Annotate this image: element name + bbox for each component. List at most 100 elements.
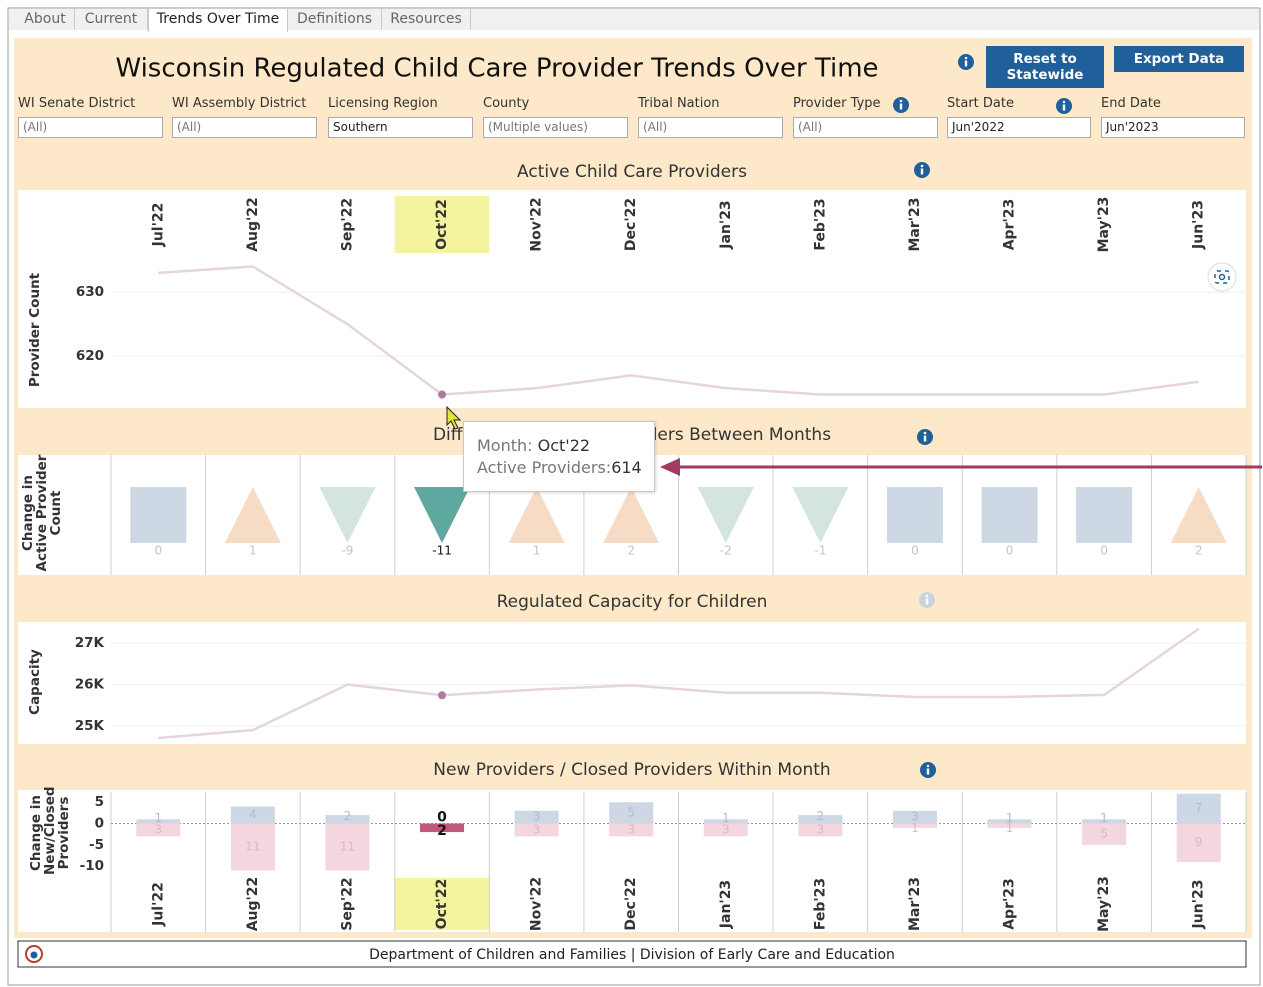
filter-input[interactable]: (Multiple values) [483, 117, 628, 138]
x-tick-label: Nov'22 [529, 877, 545, 931]
filter-label: WI Assembly District [172, 96, 307, 111]
bar [514, 810, 559, 824]
y-axis-label: Capacity [27, 649, 43, 715]
square-mark [886, 487, 943, 543]
bar [987, 823, 1032, 828]
bar [987, 819, 1032, 824]
filter-input[interactable]: (All) [18, 117, 163, 138]
data-label: 2 [627, 544, 635, 558]
x-tick-label: Dec'22 [623, 198, 639, 251]
x-tick-label: Jun'23 [1191, 880, 1207, 930]
info-icon-bar [964, 60, 968, 67]
y-tick-label: 27K [75, 635, 105, 651]
data-label: 3 [911, 810, 919, 824]
filter-label: Start Date [947, 96, 1014, 111]
tab[interactable]: Trends Over Time [148, 9, 288, 32]
bar [420, 823, 465, 833]
dashboard-title: Wisconsin Regulated Child Care Provider … [115, 54, 878, 84]
x-tick-label: Jul'22 [150, 882, 166, 927]
bar [230, 823, 275, 871]
data-label: 2 [1195, 544, 1203, 558]
chart-panel [18, 622, 1246, 744]
filter-input[interactable]: Jun'2022 [947, 117, 1091, 138]
filter-input[interactable]: (All) [638, 117, 783, 138]
bar [703, 819, 748, 824]
tab[interactable]: About [16, 9, 75, 30]
up-triangle-mark [603, 487, 660, 543]
info-icon-dot [1062, 100, 1066, 104]
bar [1176, 823, 1221, 862]
camera-button [1207, 262, 1237, 292]
x-tick-label: Dec'22 [623, 877, 639, 930]
section-title: New Providers / Closed Providers Within … [433, 760, 830, 780]
x-tick-label: Jul'22 [150, 203, 166, 248]
filter-label: WI Senate District [18, 96, 136, 111]
x-tick-label: Mar'23 [907, 877, 923, 931]
bar [514, 823, 559, 837]
info-icon-dot [920, 164, 924, 168]
bar [1082, 823, 1127, 845]
bar [230, 806, 275, 824]
footer-logo-center [30, 951, 38, 959]
data-label: 3 [627, 822, 635, 836]
section-title: Active Child Care Providers [517, 162, 747, 182]
filter-input[interactable]: Jun'2023 [1101, 117, 1245, 138]
square-mark [130, 487, 187, 543]
filter-input[interactable]: Southern [328, 117, 473, 138]
tooltip-value: 614 [611, 458, 642, 477]
data-label: 1 [249, 544, 257, 558]
data-label: 3 [533, 822, 541, 836]
data-label: 0 [1100, 544, 1108, 558]
tab-bar [9, 9, 1259, 30]
down-triangle-mark [414, 487, 471, 543]
tooltip: Month: Oct'22 Active Providers:614 [463, 421, 655, 492]
up-triangle-mark [1170, 487, 1227, 543]
filter-input[interactable]: (All) [172, 117, 317, 138]
highlight-point [438, 390, 447, 399]
chart-panel [18, 190, 1246, 408]
filter-label: Licensing Region [328, 96, 438, 111]
camera-lens [1218, 273, 1226, 281]
bar [892, 810, 937, 824]
bar [609, 802, 654, 824]
x-tick-label: Sep'22 [339, 877, 355, 930]
data-label: 2 [344, 809, 352, 823]
info-icon-dot [964, 56, 968, 60]
data-label: 1 [154, 811, 162, 825]
bar [892, 823, 937, 828]
data-label: 1 [1100, 811, 1108, 825]
bar [325, 815, 370, 824]
square-mark [1076, 487, 1133, 543]
data-label: 3 [154, 822, 162, 836]
info-icon-bar [920, 168, 924, 175]
line [158, 627, 1200, 740]
bar [609, 823, 654, 837]
tab[interactable]: Resources [382, 9, 471, 30]
data-label: -2 [720, 544, 732, 558]
x-tick-label: Sep'22 [339, 198, 355, 251]
down-triangle-mark [697, 487, 754, 543]
data-label: 0 [154, 544, 162, 558]
filter-label: End Date [1101, 96, 1161, 111]
info-icon-bar [926, 768, 930, 775]
info-icon-dot [925, 594, 929, 598]
x-tick-label: Oct'22 [434, 879, 450, 930]
tooltip-value-label: Active Providers: [477, 458, 612, 477]
camera-icon [1214, 270, 1230, 284]
square-mark [981, 487, 1038, 543]
x-tick-label: May'23 [1096, 197, 1112, 253]
bar [1176, 793, 1221, 824]
bar [703, 823, 748, 837]
bar [798, 823, 843, 837]
bar [136, 823, 181, 837]
y-axis-label: Change in New/Closed Providers [28, 786, 72, 875]
bar [798, 815, 843, 824]
x-tick-label: Nov'22 [529, 197, 545, 251]
reset-button[interactable]: Reset to Statewide [986, 46, 1104, 88]
tab[interactable]: Definitions [288, 9, 382, 30]
y-axis-label: Provider Count [27, 272, 43, 388]
tab[interactable]: Current [75, 9, 148, 30]
export-button[interactable]: Export Data [1114, 46, 1244, 72]
filter-input[interactable]: (All) [793, 117, 938, 138]
